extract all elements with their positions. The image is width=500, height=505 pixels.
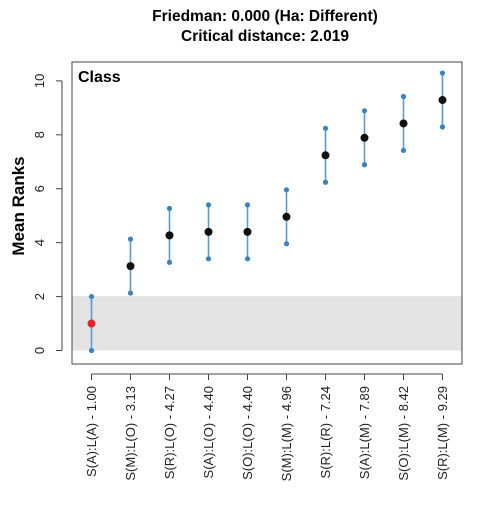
axis-layer: 0 2 4 6 8 10 S(A):L(A) - 1.00 S(M):L(O) - 3.13 S…	[32, 61, 463, 481]
interval-lower-point	[205, 256, 212, 262]
x-tick-label: S(M):L(O) - 3.13	[123, 386, 138, 481]
interval-lower-point	[166, 259, 173, 265]
interval-upper-point	[322, 125, 329, 131]
critical-band-layer	[72, 296, 462, 351]
interval-upper-point	[283, 187, 290, 193]
critical-distance-band	[72, 296, 462, 351]
interval-lower-point	[127, 290, 134, 296]
interval-lower-point	[283, 241, 290, 247]
interval-lower-point	[439, 124, 446, 130]
y-axis-label: Mean Ranks	[9, 156, 28, 255]
mean-rank-point	[204, 227, 213, 236]
class-annotation: Class	[78, 69, 121, 86]
mean-rank-point	[360, 133, 369, 142]
highlight-mean-rank-point	[87, 319, 96, 328]
interval-upper-point	[439, 70, 446, 76]
interval-lower-point	[322, 179, 329, 185]
x-tick-label: S(R):L(O) - 4.27	[162, 386, 177, 479]
mean-rank-point	[438, 96, 447, 105]
interval-upper-point	[205, 202, 212, 208]
y-tick-label: 4	[32, 239, 47, 246]
y-tick-label: 8	[32, 131, 47, 138]
y-tick-label: 6	[32, 185, 47, 192]
interval-upper-point	[244, 202, 251, 208]
mean-rank-point	[126, 262, 135, 271]
interval-lower-point	[361, 162, 368, 168]
x-tick-label: S(O):L(O) - 4.40	[240, 386, 255, 480]
mean-rank-point	[399, 119, 408, 128]
mean-rank-point	[243, 227, 252, 236]
x-tick-label: S(M):L(M) - 4.96	[279, 386, 294, 481]
interval-upper-point	[88, 293, 95, 300]
mean-rank-point	[282, 212, 291, 221]
x-tick-label: S(O):L(M) - 8.42	[396, 386, 411, 481]
interval-upper-point	[400, 93, 407, 100]
x-tick-label: S(A):L(M) - 7.89	[357, 386, 372, 479]
interval-upper-point	[127, 236, 134, 242]
y-tick-label: 2	[32, 293, 47, 300]
plot-frame	[71, 61, 463, 365]
y-tick-label: 10	[32, 74, 47, 88]
x-tick-label: S(R):L(M) - 9.29	[435, 386, 450, 480]
x-tick-label: S(A):L(A) - 1.00	[84, 386, 99, 477]
x-tick-label: S(A):L(O) - 4.40	[201, 386, 216, 478]
x-tick-label: S(R):L(R) - 7.24	[318, 386, 333, 478]
interval-lower-point	[244, 256, 251, 262]
interval-lower-point	[88, 347, 95, 354]
mean-rank-point	[321, 151, 330, 160]
interval-lower-point	[400, 147, 407, 154]
interval-upper-point	[361, 108, 368, 114]
chart-subtitle: Critical distance: 2.019	[181, 28, 349, 45]
chart-title: Friedman: 0.000 (Ha: Different)	[152, 8, 378, 25]
mean-rank-point	[165, 231, 174, 240]
y-tick-label: 0	[32, 347, 47, 354]
marks-layer	[87, 70, 447, 354]
interval-upper-point	[166, 205, 173, 212]
